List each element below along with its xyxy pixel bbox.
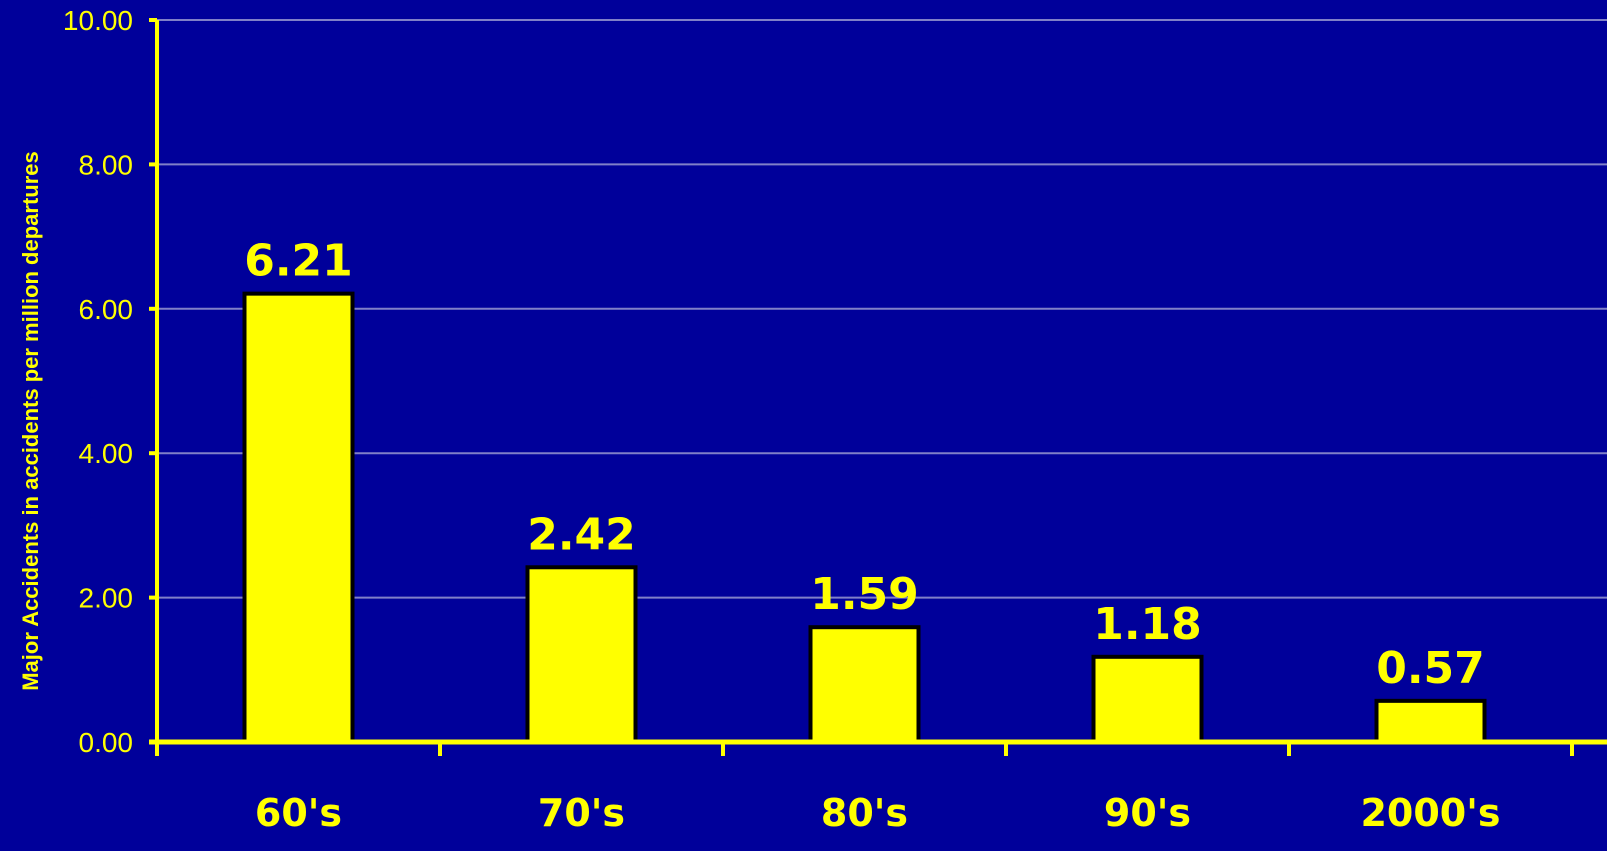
y-axis-title: Major Accidents in accidents per million… <box>18 151 43 691</box>
bar <box>525 565 638 744</box>
y-tick-label: 10.00 <box>63 5 133 36</box>
y-tick-label: 2.00 <box>79 583 134 614</box>
x-tick-label: 60's <box>255 791 342 835</box>
data-label: 6.21 <box>244 236 353 287</box>
x-tick-label: 90's <box>1104 791 1191 835</box>
x-tick-label: 2000's <box>1360 791 1500 835</box>
y-tick-label: 6.00 <box>79 294 134 325</box>
data-labels: 6.21 2.42 1.59 1.18 0.57 <box>244 236 1485 694</box>
bar <box>1091 654 1204 745</box>
bar <box>242 291 355 744</box>
gridlines <box>157 19 1607 599</box>
axes <box>149 20 1607 754</box>
data-label: 1.18 <box>1093 599 1202 650</box>
y-tick-label: 4.00 <box>79 438 134 469</box>
bar <box>808 625 921 745</box>
x-tick-labels: 60's 70's 80's 90's 2000's <box>155 742 1574 835</box>
data-label: 0.57 <box>1376 643 1485 694</box>
bars <box>242 291 1487 745</box>
data-label: 2.42 <box>527 509 636 560</box>
x-tick-label: 70's <box>538 791 625 835</box>
data-label: 1.59 <box>810 569 919 620</box>
x-tick-label: 80's <box>821 791 908 835</box>
y-tick-label: 8.00 <box>79 149 134 180</box>
bar <box>1374 698 1487 745</box>
y-tick-label: 0.00 <box>79 727 134 758</box>
y-tick-labels: 0.00 2.00 4.00 6.00 8.00 10.00 <box>63 5 157 758</box>
